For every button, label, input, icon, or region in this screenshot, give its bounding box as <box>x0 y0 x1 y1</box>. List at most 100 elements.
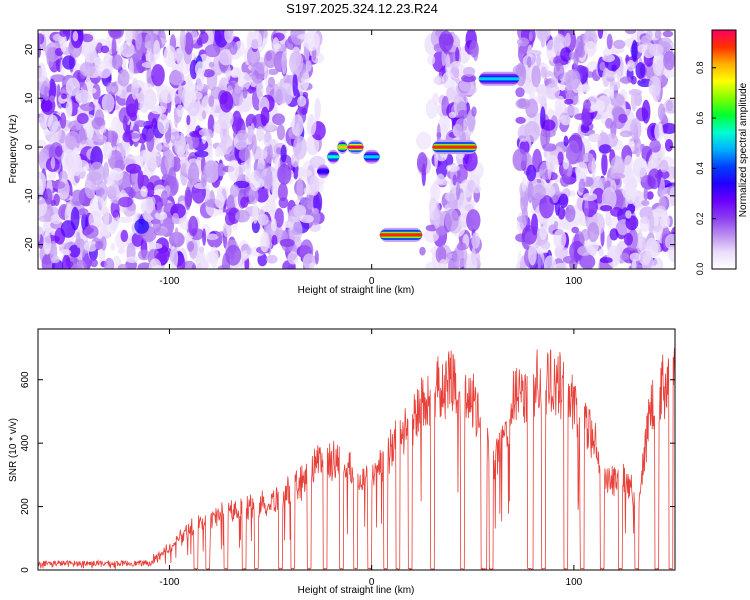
noise-cell <box>92 83 101 101</box>
bottom-x-tick-label: 0 <box>369 577 375 588</box>
noise-cell <box>456 181 461 201</box>
noise-cell <box>585 239 599 254</box>
noise-cell <box>185 143 190 158</box>
noise-cell <box>154 211 168 220</box>
noise-cell <box>631 39 638 62</box>
noise-cell <box>564 105 579 116</box>
noise-cell <box>50 213 62 225</box>
noise-cell <box>419 246 426 256</box>
noise-cell <box>309 175 320 196</box>
noise-cell <box>203 160 219 184</box>
noise-cell <box>43 231 52 255</box>
top-y-tick-label: 0 <box>24 144 35 150</box>
noise-cell <box>449 192 455 210</box>
noise-cell <box>584 41 597 56</box>
signal-segment <box>317 169 330 173</box>
noise-cell <box>218 109 234 130</box>
noise-cell <box>559 174 571 187</box>
noise-cell <box>65 261 74 268</box>
noise-cell <box>540 240 551 250</box>
noise-cell <box>654 30 662 39</box>
noise-cell <box>594 99 606 113</box>
top-x-tick-label: 100 <box>566 276 583 287</box>
noise-cell <box>196 67 205 92</box>
noise-cell <box>630 118 642 141</box>
colorbar-tick-label: 0.2 <box>695 212 705 225</box>
noise-cell <box>626 59 635 72</box>
noise-cell <box>297 166 303 180</box>
noise-cell <box>276 124 285 141</box>
noise-cell <box>455 118 468 132</box>
noise-cell <box>271 218 277 232</box>
noise-cell <box>289 50 304 75</box>
noise-cell <box>208 61 215 68</box>
noise-cell <box>625 210 632 219</box>
noise-cell <box>104 257 115 269</box>
noise-cell <box>204 44 221 58</box>
noise-cell <box>606 245 621 268</box>
noise-cell <box>425 261 438 269</box>
noise-cell <box>38 67 48 82</box>
noise-cell <box>61 93 67 100</box>
snr-series-line <box>38 347 675 570</box>
noise-cell <box>526 56 532 68</box>
noise-cell <box>109 167 124 181</box>
noise-cell <box>291 114 304 137</box>
noise-cell <box>664 139 674 152</box>
noise-cell <box>147 242 163 250</box>
noise-cell <box>111 86 116 93</box>
noise-cell <box>244 159 252 176</box>
noise-cell <box>75 89 91 105</box>
top-x-tick-label: 0 <box>369 276 375 287</box>
noise-cell <box>296 177 304 201</box>
noise-cell <box>95 240 103 250</box>
noise-cell <box>207 251 217 259</box>
noise-cell <box>122 115 128 132</box>
noise-cell <box>624 30 637 34</box>
noise-cell <box>168 167 177 189</box>
noise-cell <box>471 106 477 117</box>
noise-cell <box>83 225 99 239</box>
noise-cell <box>560 114 572 126</box>
noise-cell <box>256 162 265 178</box>
noise-cell <box>138 249 151 261</box>
noise-cell <box>163 45 177 68</box>
noise-cell <box>279 238 295 248</box>
noise-cell <box>284 221 294 228</box>
noise-cell <box>186 114 191 126</box>
noise-cell <box>141 61 158 68</box>
noise-cell <box>609 228 619 241</box>
noise-cell <box>599 257 613 264</box>
noise-cell <box>632 157 648 178</box>
signal-segment <box>363 155 380 159</box>
noise-cell <box>559 80 565 92</box>
noise-cell <box>238 147 250 162</box>
noise-cell <box>117 216 133 223</box>
noise-cell <box>139 149 152 162</box>
noise-cell <box>646 191 654 200</box>
noise-cell <box>609 74 615 86</box>
noise-cell <box>110 220 118 231</box>
bottom-y-tick-label: 200 <box>20 498 31 515</box>
noise-cell <box>647 168 661 190</box>
noise-cell <box>70 206 80 231</box>
noise-cell <box>455 47 460 63</box>
noise-cell <box>462 149 478 172</box>
noise-cell <box>267 68 279 75</box>
noise-cell <box>242 87 248 99</box>
noise-cell <box>79 62 96 77</box>
noise-cell <box>528 31 533 42</box>
bottom-x-ticks: -100 0 100 <box>159 329 583 588</box>
noise-cell <box>62 55 76 70</box>
noise-cell <box>144 32 154 49</box>
noise-cell <box>75 231 81 248</box>
noise-cell <box>528 243 537 266</box>
noise-cell <box>655 53 666 76</box>
signal-segment <box>347 145 364 149</box>
noise-cell <box>157 113 170 135</box>
colorbar-tick-label: 0.4 <box>695 162 705 175</box>
noise-cell <box>562 255 576 264</box>
noise-cell <box>140 186 148 197</box>
noise-cell <box>643 187 649 201</box>
